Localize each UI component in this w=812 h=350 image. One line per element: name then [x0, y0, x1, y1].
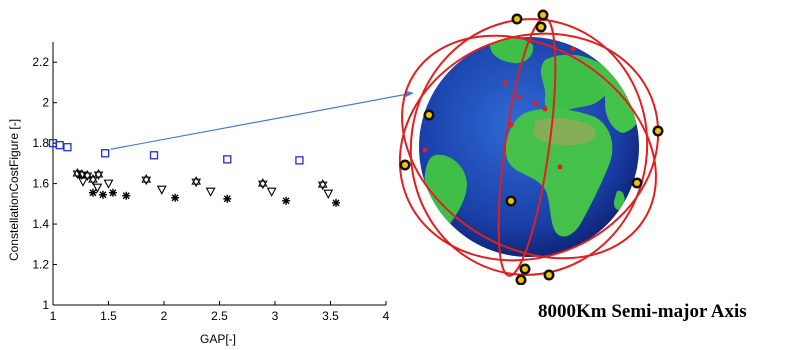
x-tick-label: 4 — [383, 309, 390, 323]
chart-marks — [48, 139, 341, 207]
satellite-icon — [399, 159, 411, 171]
data-point-triangle-down — [78, 177, 88, 187]
data-point-square — [149, 151, 159, 160]
x-tick-labels: 1 1.5 2 2.5 3 3.5 4 — [50, 301, 390, 323]
x-axis-label: GAP[-] — [200, 332, 236, 346]
data-point-triangle-down — [92, 183, 103, 193]
data-point-hexagram — [93, 169, 104, 181]
x-tick-label: 3.5 — [322, 309, 339, 323]
x-tick-label: 2 — [161, 309, 168, 323]
satellite-icon — [631, 177, 643, 189]
data-point-square — [55, 141, 64, 150]
y-tick-label: 1.4 — [32, 217, 49, 231]
madagascar-shape — [613, 190, 625, 210]
globe-caption: 8000Km Semi-major Axis — [538, 301, 747, 322]
data-point-asterisk — [122, 191, 131, 200]
x-tick-label: 2.5 — [211, 309, 228, 323]
data-point-asterisk — [171, 193, 180, 202]
data-point-square — [295, 156, 304, 165]
data-point-triangle-down — [323, 189, 334, 199]
sahara-shading — [533, 118, 596, 146]
y-tick-label: 1.6 — [32, 177, 49, 191]
data-point-asterisk — [223, 194, 232, 203]
y-tick-label: 1.8 — [32, 136, 49, 150]
data-point-triangle-down — [266, 187, 277, 197]
data-point-hexagram — [82, 170, 93, 182]
data-point-triangle-down — [205, 187, 216, 197]
satellite-icon — [505, 195, 517, 207]
data-point-square — [101, 149, 110, 158]
satellite-icon — [543, 269, 555, 281]
earth-globe-illustration — [398, 9, 664, 285]
scatter-chart: 1 1.5 2 2.5 3 3.5 4 1 1.2 1.4 1.6 1.8 2 2.2 GAP[-] C… — [7, 42, 414, 346]
satellite-icon — [519, 263, 531, 275]
data-point-asterisk — [282, 196, 291, 205]
chart-axes — [52, 42, 386, 306]
x-tick-label: 3 — [272, 309, 279, 323]
x-tick-label: 1 — [50, 309, 57, 323]
satellite-icon — [537, 9, 549, 21]
data-point-asterisk — [98, 190, 107, 199]
data-point-square — [63, 143, 72, 152]
data-point-hexagram — [191, 176, 202, 188]
ground-station-dots — [422, 46, 576, 170]
y-tick-label: 1.2 — [32, 258, 49, 272]
data-point-asterisk — [108, 188, 117, 197]
data-point-hexagram — [317, 179, 328, 191]
data-point-triangle-down — [156, 185, 167, 195]
data-point-hexagram — [141, 174, 152, 186]
data-point-hexagram — [88, 174, 98, 186]
satellite-icon — [515, 274, 527, 285]
data-point-hexagram — [257, 178, 268, 190]
satellites — [399, 9, 664, 285]
y-tick-labels: 1 1.2 1.4 1.6 1.8 2 2.2 — [32, 55, 57, 312]
x-tick-label: 1.5 — [100, 309, 117, 323]
satellite-icon — [511, 13, 523, 25]
orbit-rings — [398, 17, 660, 277]
data-point-asterisk — [332, 198, 341, 207]
data-point-asterisk — [88, 188, 97, 197]
satellite-icon — [535, 21, 547, 33]
y-tick-label: 2.2 — [32, 55, 49, 69]
data-point-triangle-down — [103, 179, 114, 189]
satellite-icon — [652, 125, 664, 137]
data-point-square — [223, 155, 232, 164]
y-tick-label: 2 — [42, 96, 49, 110]
satellite-icon — [423, 109, 435, 121]
y-axis-label: ConstellationCostFigure [-] — [7, 119, 21, 261]
annotation-arrow — [110, 90, 414, 150]
y-tick-label: 1 — [42, 298, 49, 312]
